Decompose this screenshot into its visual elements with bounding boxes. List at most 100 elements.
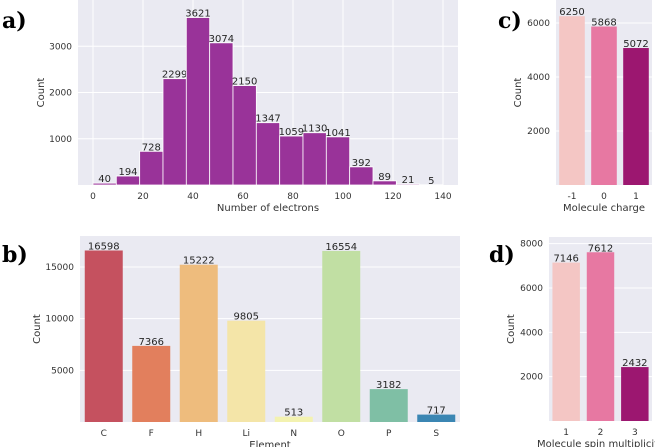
histogram-bar [279, 135, 304, 186]
x-tick-label: 40 [187, 192, 199, 202]
histogram-bar [302, 132, 327, 186]
bar-P [369, 389, 408, 422]
data-label: 717 [427, 406, 446, 417]
data-label: 5868 [591, 18, 616, 29]
panel-label: c) [498, 8, 522, 34]
x-axis-label: Number of electrons [217, 203, 319, 214]
x-tick-label: S [433, 429, 439, 439]
y-axis-label: Count [506, 314, 517, 344]
histogram-bar [209, 42, 234, 186]
data-label: 40 [98, 174, 111, 185]
bar-0 [591, 26, 617, 186]
x-tick-label: C [101, 429, 107, 439]
y-tick-label: 2000 [520, 373, 543, 383]
histogram-bar [232, 85, 257, 186]
x-tick-label: 120 [384, 192, 401, 202]
panel-d: d) 2000 4000 6000 8000 7146 1 7612 2 2432 3Molecul… [489, 237, 655, 447]
x-tick-label: 80 [287, 192, 299, 202]
y-tick-label: 6000 [520, 284, 543, 294]
x-axis-label: Molecule charge [563, 203, 645, 214]
bar-2 [586, 252, 615, 421]
histogram-bar [349, 166, 374, 186]
data-label: 3182 [376, 380, 401, 391]
y-tick-label: 10000 [45, 315, 74, 325]
y-tick-label: 1000 [49, 135, 72, 145]
data-label: 1041 [325, 128, 350, 139]
data-label: 3074 [209, 34, 234, 45]
panel-label: a) [2, 8, 27, 34]
data-label: 9805 [234, 312, 259, 323]
histogram-bar [185, 17, 211, 186]
x-axis-label: Element [249, 440, 290, 447]
bar-3 [621, 367, 649, 421]
x-tick-label: 20 [137, 192, 149, 202]
data-label: 7146 [553, 254, 578, 265]
x-tick-label: 140 [434, 192, 451, 202]
y-axis-label: Count [32, 314, 43, 344]
histogram-bar [325, 136, 351, 186]
x-tick-label: 2 [598, 428, 604, 438]
data-label: 21 [402, 175, 415, 186]
data-label: 7612 [588, 243, 613, 254]
y-tick-label: 8000 [520, 240, 543, 250]
data-label: 194 [118, 167, 137, 178]
bar-Li [227, 320, 266, 422]
bar--1 [559, 16, 585, 186]
x-tick-label: N [290, 429, 297, 439]
data-label: 16598 [88, 241, 120, 252]
histogram-bar [372, 180, 397, 186]
x-tick-label: -1 [568, 192, 577, 202]
y-tick-label: 5000 [51, 366, 74, 376]
histogram-bar [162, 78, 187, 186]
bar-C [84, 250, 123, 422]
data-label: 2432 [622, 358, 647, 369]
panel-b: b) 5000 10000 15000 16598 C 7366 F 15222 H 9805 Li 5… [2, 236, 460, 447]
y-tick-label: 2000 [49, 89, 72, 99]
x-tick-label: 1 [563, 428, 569, 438]
data-label: 5072 [623, 39, 648, 50]
x-tick-label: H [195, 429, 202, 439]
data-label: 513 [284, 408, 303, 419]
x-tick-label: 60 [237, 192, 249, 202]
data-label: 6250 [559, 7, 584, 18]
y-tick-label: 15000 [45, 263, 74, 273]
y-tick-label: 4000 [527, 73, 550, 83]
data-label: 1130 [302, 124, 327, 135]
x-tick-label: 0 [601, 192, 607, 202]
x-tick-label: 3 [632, 428, 638, 438]
bar-1 [552, 262, 580, 421]
y-tick-label: 6000 [527, 19, 550, 29]
data-label: 15222 [183, 256, 215, 267]
data-label: 5 [428, 176, 434, 187]
x-tick-label: 0 [90, 192, 96, 202]
y-axis-label: Count [36, 78, 47, 108]
data-label: 16554 [325, 242, 357, 253]
x-tick-label: 1 [633, 192, 639, 202]
histogram-bar [139, 150, 164, 186]
data-label: 3621 [185, 9, 210, 20]
panel-a: a) 1000 2000 3000 0 20 40 60 80 100 120 140 40 194 728… [2, 0, 458, 214]
x-tick-label: O [338, 429, 345, 439]
x-tick-label: Li [242, 429, 250, 439]
data-label: 1059 [279, 127, 304, 138]
x-axis-label: Molecule spin multiplicity [537, 439, 655, 447]
bar-F [132, 345, 171, 422]
data-label: 2299 [162, 70, 187, 81]
data-label: 1347 [255, 114, 280, 125]
data-label: 89 [378, 172, 391, 183]
y-axis-label: Count [513, 78, 524, 108]
y-tick-label: 3000 [49, 42, 72, 52]
data-label: 728 [142, 142, 161, 153]
x-tick-label: 100 [334, 192, 351, 202]
panel-label: b) [2, 242, 28, 268]
bar-S [417, 414, 456, 422]
data-label: 2150 [232, 77, 257, 88]
y-tick-label: 2000 [527, 127, 550, 137]
x-tick-label: F [149, 429, 154, 439]
data-label: 7366 [139, 337, 164, 348]
bar-O [322, 250, 361, 422]
bar-N [274, 416, 313, 422]
histogram-bar [255, 122, 281, 186]
